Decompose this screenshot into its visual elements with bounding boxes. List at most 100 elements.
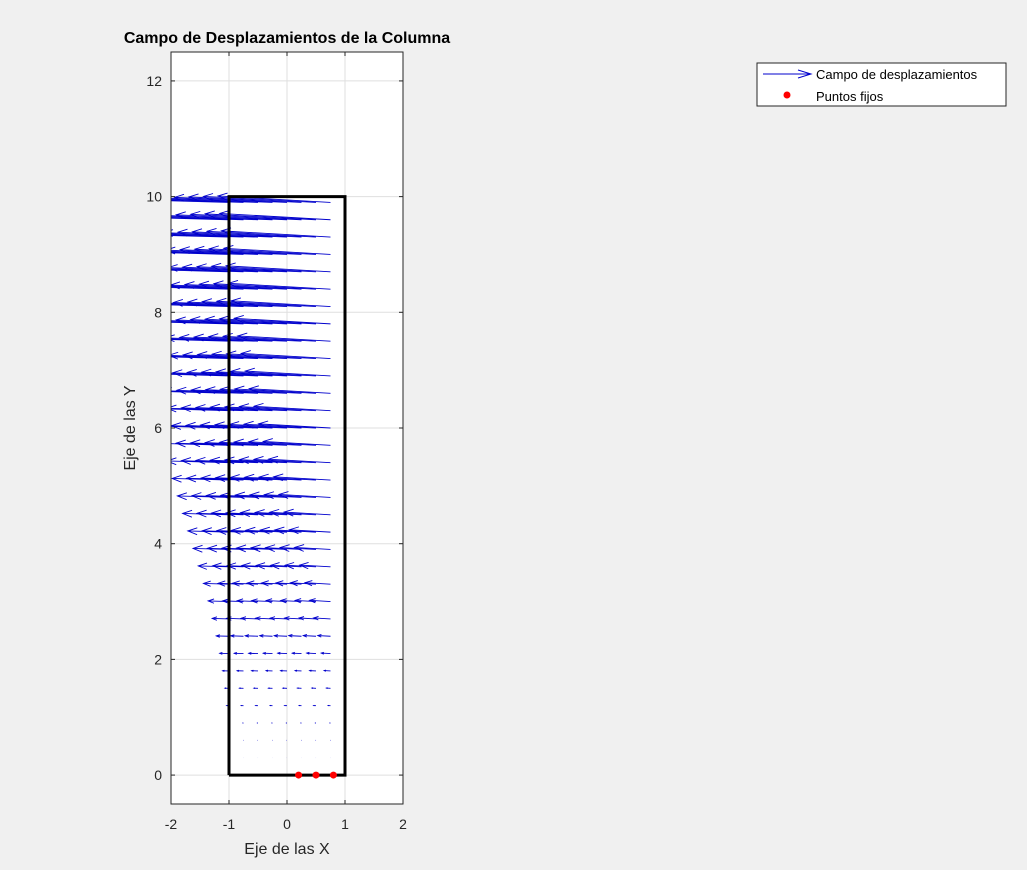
vector-arrow — [225, 350, 317, 360]
vector-arrow — [239, 616, 259, 621]
y-tick-label-2: 4 — [154, 536, 162, 552]
vector-arrow — [205, 492, 259, 500]
vector-arrow — [204, 386, 288, 394]
vector-arrow — [248, 491, 302, 500]
vector-arrow — [210, 509, 259, 518]
vector-arrow — [223, 403, 302, 412]
vector-arrow — [287, 634, 302, 638]
vector-arrow — [171, 391, 230, 394]
vector-arrow — [233, 385, 317, 394]
x-tick-label-1: -1 — [223, 816, 236, 832]
y-axis-label: Eje de las Y — [122, 385, 139, 470]
vector-arrow — [221, 598, 244, 604]
vector-arrow — [186, 527, 230, 536]
vector-arrow — [316, 633, 331, 638]
y-tick-label-3: 6 — [154, 420, 162, 436]
vector-arrow — [264, 669, 273, 672]
vector-arrow — [194, 404, 273, 412]
vector-arrow — [171, 250, 259, 255]
vector-arrow — [273, 526, 317, 535]
vector-arrow — [243, 634, 259, 638]
legend-entry-fixed-points: Puntos fijos — [816, 89, 884, 104]
vector-arrow — [171, 200, 230, 203]
column-outline-line — [227, 195, 347, 777]
vector-arrow — [277, 491, 331, 499]
vector-arrow — [171, 369, 259, 378]
vector-arrow — [218, 315, 317, 325]
vector-arrow — [235, 669, 244, 672]
vector-arrow — [202, 580, 230, 587]
vector-arrow — [230, 297, 331, 307]
vector-arrow — [272, 634, 288, 638]
vector-arrow — [224, 262, 331, 273]
vector-arrow — [206, 598, 230, 604]
vector-arrow — [247, 438, 317, 447]
vector-arrow — [191, 544, 230, 553]
vector-arrow — [171, 339, 230, 342]
vector-arrow — [257, 420, 331, 429]
vector-arrow — [224, 509, 273, 518]
vector-arrow — [210, 350, 302, 360]
vector-arrow — [274, 580, 302, 587]
vector-arrow — [230, 526, 273, 535]
vector-arrow — [171, 217, 230, 221]
vector-arrow — [253, 509, 302, 517]
vector-arrow — [215, 527, 259, 535]
y-tick-label-6: 12 — [146, 73, 162, 89]
vector-arrow — [180, 457, 244, 465]
vector-arrow — [312, 616, 331, 621]
vector-arrow — [190, 492, 244, 500]
vector-arrow — [279, 669, 288, 672]
vector-arrow — [281, 687, 288, 690]
vector-arrow — [207, 333, 302, 342]
vector-arrow — [192, 333, 288, 342]
y-tick-label-5: 10 — [146, 189, 162, 205]
y-tick-label-0: 0 — [154, 767, 162, 783]
vector-arrow — [267, 687, 273, 690]
vector-arrow — [171, 234, 244, 238]
x-tick-label-4: 2 — [399, 816, 407, 832]
vector-arrow — [185, 474, 244, 483]
vector-arrow — [283, 562, 317, 570]
vector-arrow — [171, 422, 244, 430]
vector-arrow — [235, 544, 273, 553]
column-outline — [227, 195, 347, 777]
vector-arrow — [268, 508, 317, 517]
vector-arrow — [206, 544, 244, 553]
vector-arrow — [199, 421, 273, 430]
vector-arrow — [229, 368, 317, 377]
vector-arrow — [252, 687, 259, 690]
vector-arrow — [216, 580, 244, 587]
fixed-point — [295, 771, 303, 779]
legend-entry-vectors: Campo de desplazamientos — [816, 67, 978, 82]
vector-arrow — [213, 421, 288, 430]
vector-arrow — [171, 235, 230, 238]
vector-arrow — [171, 321, 244, 325]
y-tick-label-4: 8 — [154, 304, 162, 320]
vector-arrow — [171, 216, 259, 221]
vector-arrow — [238, 687, 244, 690]
vector-arrow — [209, 456, 273, 465]
vector-arrow — [171, 216, 244, 221]
x-tick-label-2: 0 — [283, 816, 291, 832]
vector-arrow — [171, 351, 259, 360]
vector-arrow — [214, 474, 273, 482]
vector-arrow — [293, 669, 302, 672]
vector-arrow — [229, 634, 244, 638]
vector-arrow — [254, 616, 273, 621]
vector-arrow — [247, 651, 259, 655]
vector-arrow — [267, 455, 331, 464]
x-axis-label: Eje de las X — [244, 841, 330, 858]
vector-arrow — [293, 544, 331, 552]
vector-arrow — [171, 408, 230, 412]
vector-arrow — [245, 580, 273, 587]
vector-arrow — [209, 403, 288, 412]
vector-arrow — [249, 544, 288, 553]
vector-arrow — [260, 580, 288, 587]
vector-arrow — [239, 509, 288, 517]
vector-arrow — [171, 373, 230, 377]
vector-arrow — [298, 561, 331, 570]
vector-arrow — [308, 598, 331, 604]
chart-title: Campo de Desplazamientos de la Columna — [124, 30, 450, 47]
